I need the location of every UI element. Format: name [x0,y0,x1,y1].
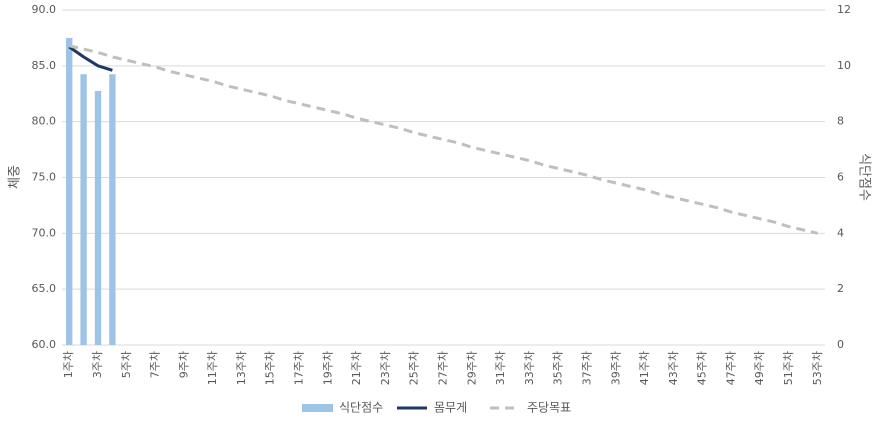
target-line [68,44,819,235]
x-tick-label: 11주차 [206,351,219,385]
y2-tick-label: 12 [837,3,851,16]
x-tick-label: 7주차 [149,351,162,378]
y-tick-label: 75.0 [32,171,57,184]
x-tick-label: 29주차 [465,351,478,385]
x-tick-label: 49주차 [753,351,766,385]
x-tick-label: 1주차 [62,351,75,378]
x-tick-label: 21주차 [350,351,363,385]
x-tick-label: 15주차 [264,351,277,385]
x-tick-label: 51주차 [782,351,795,385]
x-tick-label: 17주차 [293,351,306,385]
x-tick-label: 13주차 [235,351,248,385]
y-tick-label: 60.0 [32,338,57,351]
y2-axis-title: 식단점수 [857,153,872,201]
x-tick-label: 9주차 [177,351,190,378]
y-tick-label: 65.0 [32,282,57,295]
x-tick-label: 45주차 [696,351,709,385]
y-tick-label: 85.0 [32,59,57,72]
x-tick-label: 35주차 [552,351,565,385]
y2-tick-label: 8 [837,115,844,128]
y2-tick-label: 4 [837,226,844,239]
bar [94,90,102,345]
x-tick-label: 25주차 [408,351,421,385]
legend-swatch [302,404,333,412]
x-tick-label: 3주차 [91,351,104,378]
legend-label: 주당목표 [527,401,571,415]
x-tick-label: 37주차 [580,351,593,385]
y-tick-label: 90.0 [32,3,57,16]
bar [66,37,73,346]
y2-tick-label: 10 [837,59,851,72]
x-tick-label: 19주차 [321,351,334,385]
y-axis-title: 체중 [8,165,23,189]
x-tick-label: 47주차 [724,351,737,385]
x-tick-label: 5주차 [120,351,133,378]
x-tick-label: 41주차 [638,351,651,385]
bar [109,74,116,345]
x-tick-label: 31주차 [494,351,507,385]
x-tick-label: 53주차 [811,351,824,385]
y2-tick-label: 0 [837,338,844,351]
x-tick-label: 23주차 [379,351,392,385]
y-tick-label: 70.0 [32,226,57,239]
legend-label: 식단점수 [339,401,383,415]
y-tick-label: 80.0 [32,115,57,128]
y2-tick-label: 6 [837,171,844,184]
weight-line [68,45,113,72]
bar [80,74,87,345]
x-tick-label: 27주차 [437,351,450,385]
x-tick-label: 43주차 [667,351,680,385]
y2-tick-label: 2 [837,282,844,295]
x-tick-label: 39주차 [609,351,622,385]
x-tick-label: 33주차 [523,351,536,385]
legend-label: 몸무게 [434,401,467,415]
